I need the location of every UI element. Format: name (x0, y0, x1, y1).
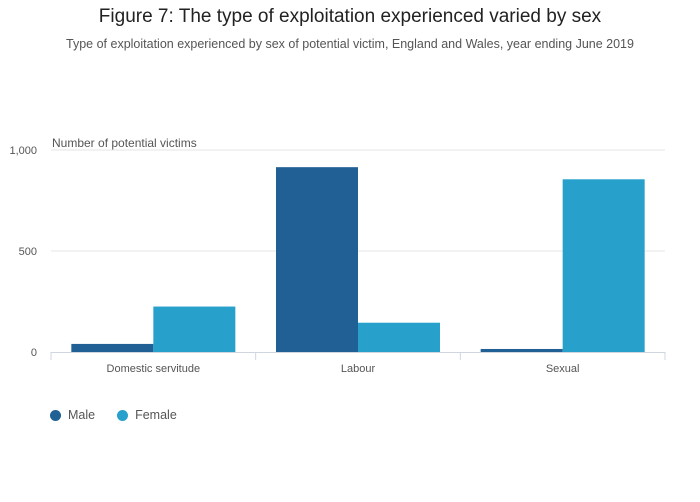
y-tick-label: 0 (31, 347, 37, 359)
legend: Male Female (50, 408, 199, 422)
x-tick-label: Domestic servitude (107, 363, 201, 375)
bar-female-sexual (562, 179, 645, 352)
legend-item-female[interactable]: Female (117, 408, 177, 422)
bar-male-sexual (480, 348, 563, 352)
bar-female-labour (358, 322, 440, 352)
y-tick-label: 500 (19, 246, 37, 258)
x-tick-label: Sexual (546, 363, 580, 375)
x-tick-label: Labour (341, 363, 376, 375)
chart-subtitle: Type of exploitation experienced by sex … (66, 37, 634, 51)
bar-female-domestic-servitude (153, 306, 236, 352)
legend-swatch-female (117, 409, 129, 421)
chart-title: Figure 7: The type of exploitation exper… (98, 6, 602, 27)
y-tick-label: 1,000 (9, 145, 37, 157)
bar-male-domestic-servitude (71, 343, 154, 352)
y-axis-label: Number of potential victims (52, 136, 197, 150)
legend-item-male[interactable]: Male (50, 408, 95, 422)
legend-swatch-male (50, 409, 61, 421)
bar-male-labour (276, 167, 358, 352)
legend-label-female: Female (135, 408, 177, 422)
legend-label-male: Male (68, 408, 96, 422)
